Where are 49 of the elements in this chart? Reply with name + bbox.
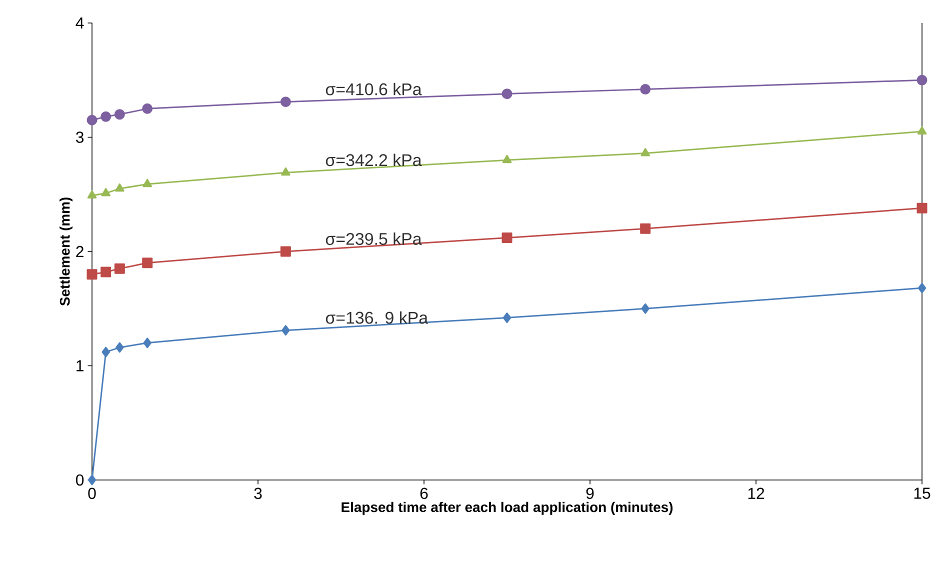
point: [640, 148, 650, 156]
point: [115, 183, 124, 192]
x-tick-label: 6: [420, 488, 428, 500]
point: [100, 266, 112, 278]
point: [281, 167, 290, 176]
point: [916, 74, 928, 86]
point: [502, 88, 512, 100]
point: [280, 96, 291, 108]
point: [86, 269, 98, 280]
annotation: σ=410.6 kPa: [326, 82, 422, 96]
point: [87, 190, 97, 199]
x-tick-label: 12: [748, 488, 764, 499]
point: [641, 303, 650, 314]
y-tick-label: 1: [76, 360, 84, 372]
point: [640, 84, 651, 95]
y-axis-title: Settlement (mm): [60, 198, 73, 306]
annotation: σ=342.2 kPa: [326, 154, 422, 166]
point: [918, 282, 926, 294]
point: [142, 258, 153, 268]
point: [102, 346, 110, 358]
point: [100, 111, 112, 122]
x-axis-title: Elapsed time after each load application (minutes): [342, 502, 673, 515]
annotation: σ=239.5 kPa: [326, 232, 422, 245]
point: [640, 223, 651, 234]
y-tick-label: 0: [76, 474, 84, 486]
point: [917, 126, 927, 135]
point: [88, 474, 96, 486]
point: [916, 202, 928, 214]
point: [142, 103, 153, 114]
point: [142, 178, 152, 188]
point: [116, 342, 124, 353]
annotation: σ=136. 9 kPa: [326, 311, 428, 324]
y-tick-label: 2: [76, 246, 84, 258]
point: [282, 325, 290, 336]
point: [114, 263, 125, 274]
point: [280, 246, 291, 257]
point: [143, 338, 152, 348]
x-tick-label: 0: [88, 488, 96, 500]
point: [114, 109, 125, 120]
x-tick-label: 15: [914, 488, 930, 499]
x-tick-label: 3: [254, 488, 262, 500]
point: [502, 232, 512, 244]
point: [86, 114, 98, 126]
y-tick-label: 3: [76, 132, 84, 143]
y-tick-label: 4: [76, 18, 84, 28]
point: [502, 312, 512, 323]
point: [502, 154, 512, 164]
x-tick-label: 9: [586, 488, 594, 500]
point: [101, 188, 110, 196]
